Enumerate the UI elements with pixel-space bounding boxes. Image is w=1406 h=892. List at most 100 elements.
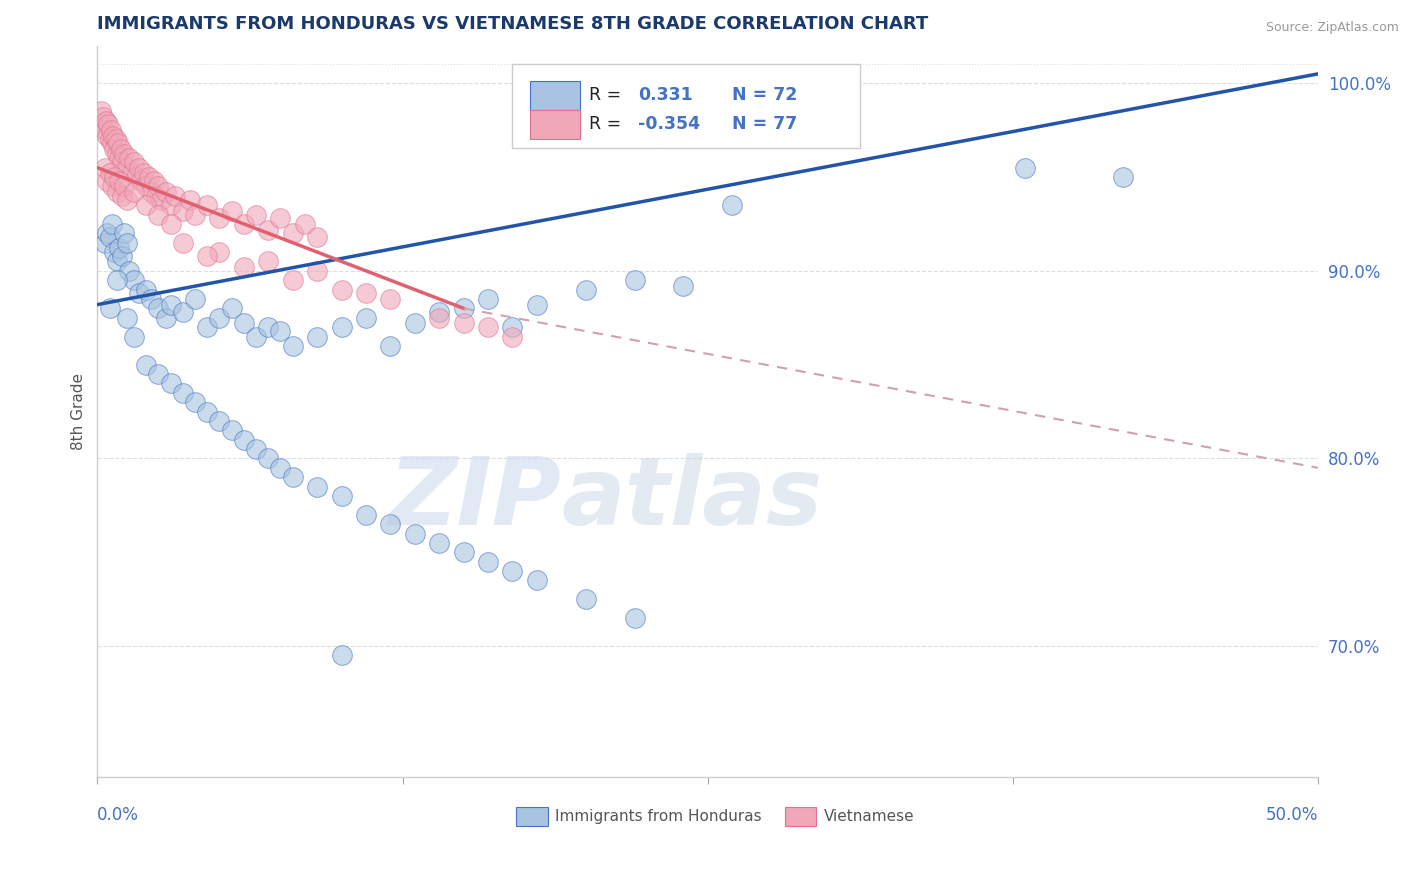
- Point: [184, 395, 207, 409]
- Point: [257, 320, 280, 334]
- Point: [98, 301, 121, 316]
- Point: [112, 147, 135, 161]
- Point: [110, 142, 132, 156]
- Point: [208, 211, 231, 226]
- Point: [103, 169, 125, 184]
- Point: [142, 174, 165, 188]
- Text: atlas: atlas: [561, 453, 823, 545]
- Point: [526, 574, 548, 588]
- Point: [97, 118, 120, 132]
- Point: [96, 227, 118, 241]
- Point: [98, 166, 121, 180]
- Point: [139, 292, 162, 306]
- Point: [221, 301, 243, 316]
- FancyBboxPatch shape: [530, 110, 579, 139]
- Point: [257, 222, 280, 236]
- Point: [139, 185, 162, 199]
- Point: [172, 235, 194, 250]
- Point: [91, 118, 114, 132]
- Point: [1014, 161, 1036, 175]
- Point: [195, 404, 218, 418]
- Point: [245, 208, 267, 222]
- Point: [104, 132, 127, 146]
- Text: 50.0%: 50.0%: [1265, 805, 1319, 823]
- Point: [623, 273, 645, 287]
- Point: [501, 564, 523, 578]
- Text: Vietnamese: Vietnamese: [824, 809, 914, 824]
- Point: [103, 142, 125, 156]
- Point: [101, 179, 124, 194]
- Point: [90, 104, 112, 119]
- Point: [281, 227, 304, 241]
- Point: [245, 442, 267, 456]
- Text: 0.331: 0.331: [638, 86, 693, 103]
- FancyBboxPatch shape: [512, 64, 860, 148]
- Point: [118, 264, 141, 278]
- Point: [307, 230, 329, 244]
- Point: [122, 155, 145, 169]
- Point: [108, 241, 131, 255]
- Text: IMMIGRANTS FROM HONDURAS VS VIETNAMESE 8TH GRADE CORRELATION CHART: IMMIGRANTS FROM HONDURAS VS VIETNAMESE 8…: [97, 15, 928, 33]
- Point: [148, 367, 170, 381]
- Point: [281, 470, 304, 484]
- Point: [380, 292, 402, 306]
- Point: [172, 385, 194, 400]
- Point: [155, 185, 177, 199]
- Point: [148, 179, 170, 194]
- Point: [307, 264, 329, 278]
- Text: N = 77: N = 77: [733, 115, 797, 133]
- FancyBboxPatch shape: [530, 81, 579, 110]
- Point: [96, 174, 118, 188]
- Point: [208, 310, 231, 325]
- Point: [269, 324, 291, 338]
- Point: [159, 297, 181, 311]
- Point: [575, 592, 598, 607]
- Point: [135, 358, 157, 372]
- FancyBboxPatch shape: [785, 807, 817, 827]
- Point: [93, 110, 115, 124]
- Point: [427, 536, 450, 550]
- Point: [96, 128, 118, 143]
- Point: [148, 208, 170, 222]
- Point: [453, 301, 475, 316]
- Point: [135, 283, 157, 297]
- Point: [105, 254, 128, 268]
- Text: R =: R =: [589, 115, 627, 133]
- Point: [404, 526, 426, 541]
- Point: [149, 193, 172, 207]
- Point: [184, 208, 207, 222]
- Point: [232, 260, 254, 274]
- Point: [122, 273, 145, 287]
- Point: [103, 245, 125, 260]
- Point: [159, 198, 181, 212]
- Point: [98, 132, 121, 146]
- Point: [245, 329, 267, 343]
- Point: [269, 461, 291, 475]
- Point: [115, 235, 138, 250]
- Point: [100, 123, 122, 137]
- Point: [232, 433, 254, 447]
- Point: [526, 297, 548, 311]
- Text: Source: ZipAtlas.com: Source: ZipAtlas.com: [1265, 21, 1399, 34]
- Point: [354, 508, 377, 522]
- Point: [93, 123, 115, 137]
- Point: [128, 161, 150, 175]
- Point: [330, 648, 353, 663]
- Point: [128, 286, 150, 301]
- Point: [135, 179, 157, 194]
- Point: [122, 185, 145, 199]
- Point: [159, 217, 181, 231]
- Point: [121, 166, 143, 180]
- Point: [105, 273, 128, 287]
- Point: [101, 217, 124, 231]
- Point: [257, 254, 280, 268]
- Point: [105, 147, 128, 161]
- FancyBboxPatch shape: [516, 807, 548, 827]
- Point: [172, 305, 194, 319]
- Point: [101, 136, 124, 151]
- Point: [112, 227, 135, 241]
- Point: [232, 317, 254, 331]
- Point: [330, 320, 353, 334]
- Point: [208, 245, 231, 260]
- Point: [131, 174, 153, 188]
